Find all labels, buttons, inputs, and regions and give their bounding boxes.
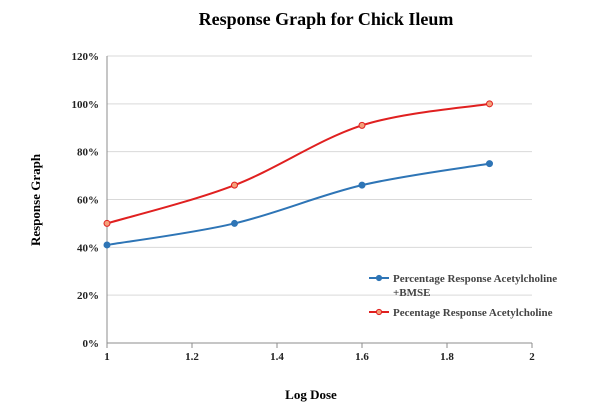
legend-label: Pecentage Response Acetylcholine bbox=[393, 307, 553, 319]
data-point bbox=[486, 100, 493, 108]
data-point bbox=[103, 219, 111, 227]
legend-label: Percentage Response Acetylcholine +BMSE bbox=[393, 273, 557, 299]
legend: Percentage Response Acetylcholine +BMSEPe… bbox=[369, 273, 557, 319]
y-tick-label: 120% bbox=[72, 51, 100, 63]
x-tick-label: 1.6 bbox=[355, 351, 369, 363]
data-point bbox=[486, 160, 493, 168]
x-tick-label: 1.4 bbox=[270, 351, 284, 363]
data-series bbox=[103, 100, 493, 249]
chart-title: Response Graph for Chick Ileum bbox=[199, 9, 454, 29]
data-point bbox=[358, 121, 366, 129]
y-tick-label: 40% bbox=[77, 242, 99, 254]
x-axis-label: Log Dose bbox=[285, 387, 337, 402]
legend-swatch-marker bbox=[375, 274, 383, 282]
data-point bbox=[231, 181, 238, 189]
x-tick-label: 1 bbox=[104, 351, 110, 363]
x-tick-label: 1.2 bbox=[185, 351, 199, 363]
y-axis-tick-labels: 0% 20% 40% 60% 80% 100% 120% bbox=[72, 51, 100, 350]
y-tick-label: 60% bbox=[77, 195, 99, 207]
gridlines bbox=[107, 55, 532, 296]
data-point bbox=[358, 181, 366, 189]
y-tick-label: 20% bbox=[77, 290, 99, 302]
axes bbox=[106, 56, 533, 348]
y-axis-label: Response Graph bbox=[28, 153, 43, 246]
legend-label-line: Percentage Response Acetylcholine bbox=[393, 273, 557, 285]
x-axis-tick-labels: 1 1.2 1.4 1.6 1.8 2 bbox=[104, 351, 535, 363]
data-point bbox=[231, 219, 238, 227]
legend-label-line: +BMSE bbox=[393, 287, 430, 299]
series-line-1 bbox=[106, 162, 491, 246]
legend-swatch-marker bbox=[375, 308, 383, 316]
x-tick-label: 2 bbox=[529, 351, 535, 363]
x-tick-label: 1.8 bbox=[440, 351, 454, 363]
series-line-2 bbox=[106, 102, 491, 225]
y-tick-label: 80% bbox=[77, 147, 99, 159]
data-point bbox=[103, 241, 111, 249]
y-tick-label: 100% bbox=[72, 99, 100, 111]
y-tick-label: 0% bbox=[83, 338, 100, 350]
